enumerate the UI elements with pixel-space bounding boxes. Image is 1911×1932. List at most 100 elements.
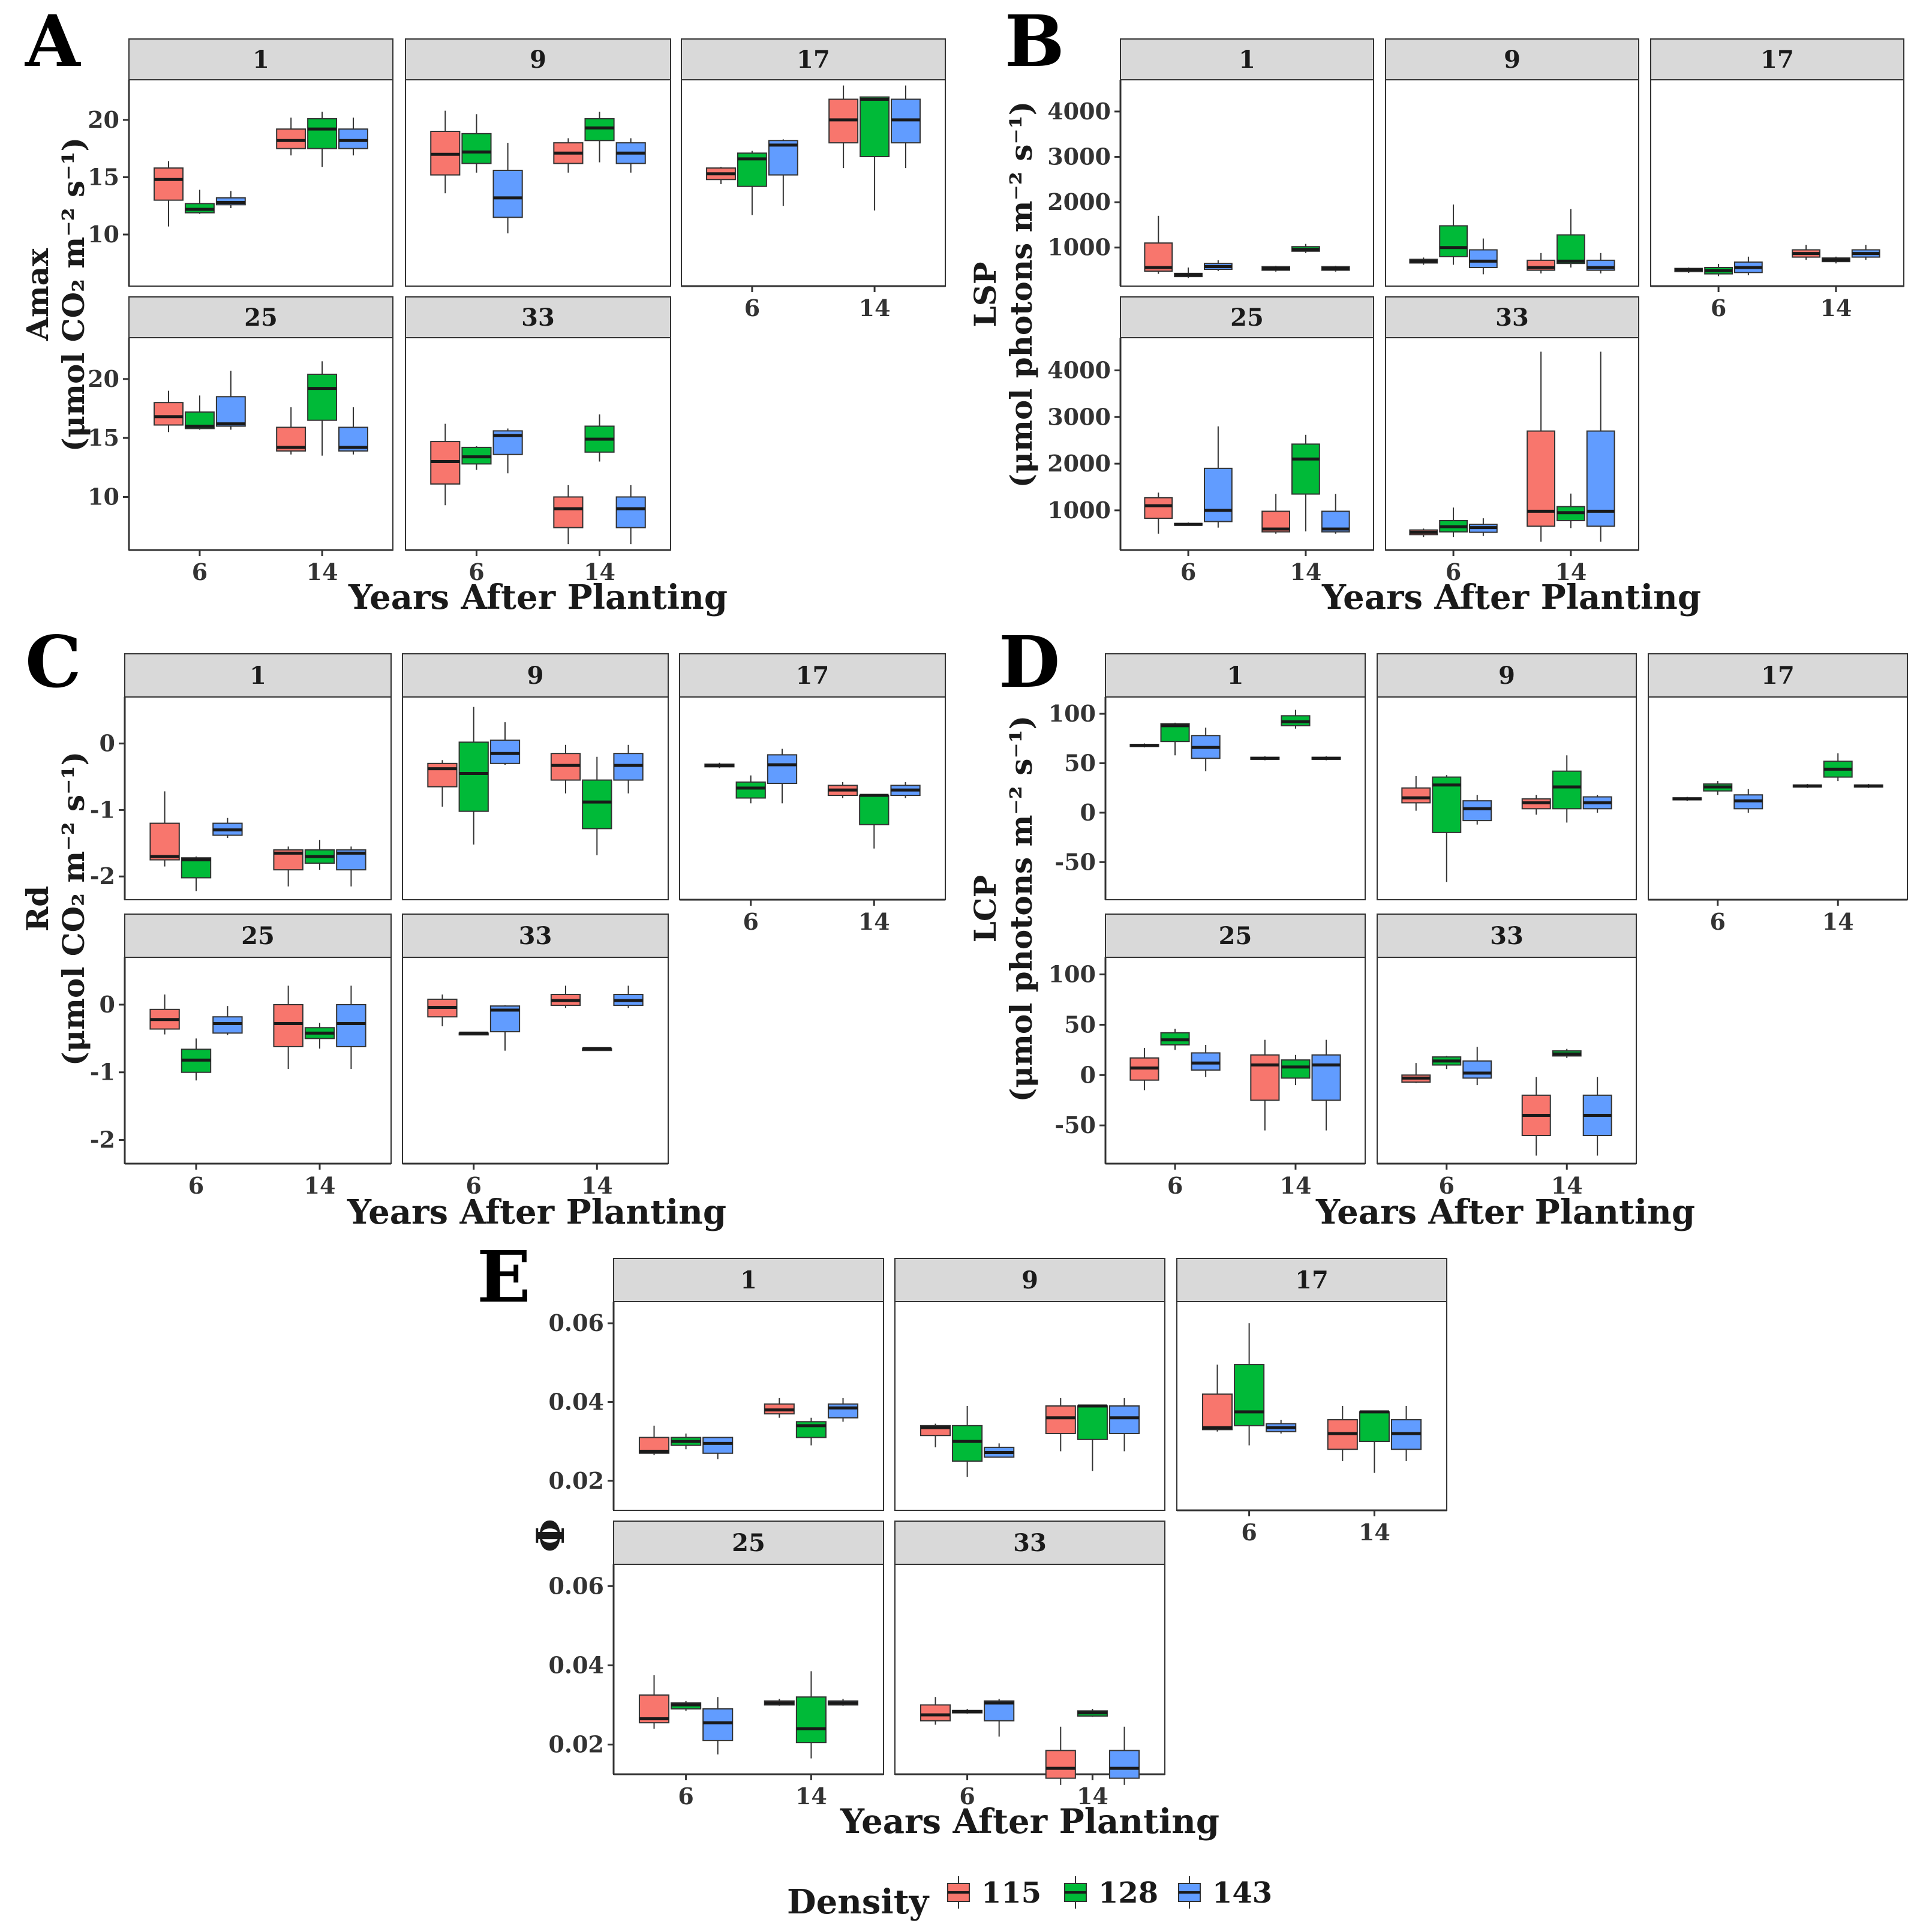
facet-33: 33 6 14 [894, 1521, 1165, 1810]
facet-label: 25 [244, 304, 278, 332]
x-tick-label: 14 [581, 1172, 613, 1199]
facet-25: 25 0.06 0.04 0.02 6 14 [548, 1521, 884, 1810]
facet-panel [405, 79, 671, 287]
facet-label: 25 [732, 1529, 765, 1557]
facet-25: 25 100 50 0 -50 6 14 [1048, 914, 1366, 1199]
y-tick-label: 10 [88, 483, 119, 510]
x-tick-label: 14 [304, 1172, 336, 1199]
y-axis-title: LSP (μmol photons m⁻² s⁻¹) [967, 101, 1039, 488]
facet-strip [1120, 38, 1374, 80]
x-tick-label: 6 [1241, 1519, 1257, 1546]
facet-strip [679, 653, 946, 698]
box-d143 [1468, 249, 1498, 269]
y-axis-title-line1: Φ [528, 1519, 573, 1552]
box-d143 [1462, 800, 1492, 822]
facet-label: 1 [740, 1266, 757, 1294]
panel-letter: C [25, 620, 82, 704]
facet-33: 33 6 14 [1377, 914, 1637, 1199]
x-tick-label: 14 [1290, 558, 1321, 585]
x-tick-label: 14 [584, 558, 615, 585]
box-d128 [1281, 1059, 1311, 1079]
box-d128 [795, 1696, 827, 1744]
facet-label: 33 [1013, 1529, 1047, 1557]
facet-label: 25 [1219, 922, 1252, 950]
facet-17: 17 6 14 [679, 653, 946, 935]
facet-label: 1 [1239, 46, 1255, 74]
box-d143 [492, 169, 523, 218]
facet-panel [402, 957, 669, 1164]
facet-1: 1 1000 2000 3000 4000 [1047, 38, 1374, 287]
facet-1: 1 100 50 0 -50 [1048, 653, 1366, 900]
facet-17: 17 6 14 [1648, 653, 1908, 935]
facet-25: 25 1000 2000 3000 4000 6 14 [1047, 296, 1374, 585]
x-tick-label: 14 [307, 558, 338, 585]
facet-label: 9 [1504, 46, 1521, 74]
panel-e: E 1 0.06 0.04 0.02 9 17 6 14 25 0.06 0.04 0.02 6 14 33 6… [477, 1235, 1447, 1841]
facet-strip [613, 1521, 884, 1565]
facet-panel [613, 1564, 884, 1775]
box-d115 [427, 762, 458, 788]
box-d128 [1557, 234, 1585, 265]
x-axis-title: Years After Planting [347, 1192, 726, 1232]
x-tick-label: 6 [1180, 558, 1196, 585]
y-tick-label: 15 [88, 163, 119, 190]
x-tick-label: 6 [465, 1172, 481, 1199]
y-tick-label: 100 [1048, 961, 1096, 988]
facet-label: 33 [1495, 304, 1529, 332]
box-d128 [1439, 225, 1468, 257]
x-tick-label: 14 [1555, 558, 1587, 585]
y-axis-title: Rd (μmol CO₂ m⁻² s⁻¹) [20, 752, 91, 1066]
x-tick-label: 6 [468, 558, 484, 585]
x-tick-label: 14 [1551, 1172, 1583, 1199]
x-tick-label: 6 [959, 1783, 975, 1810]
facet-label: 17 [1761, 662, 1795, 690]
facet-9: 9 [894, 1258, 1165, 1511]
facet-strip [128, 38, 393, 80]
facet-33: 33 6 14 [405, 296, 671, 585]
facet-panel [1105, 696, 1366, 900]
facet-strip [405, 38, 671, 80]
box-d128 [461, 133, 492, 164]
box-d115 [1401, 787, 1431, 804]
box-d115 [276, 128, 307, 149]
box-d128 [307, 118, 338, 149]
legend-label-143: 143 [1212, 1876, 1272, 1910]
panel-b: B 1 1000 2000 3000 4000 9 17 6 14 25 1000 2000 3000 40… [967, 0, 1904, 617]
facet-17: 17 6 14 [1176, 1258, 1447, 1546]
box-d143 [1191, 1052, 1221, 1071]
box-d143 [338, 128, 368, 149]
box-d115 [1144, 497, 1173, 519]
box-d143 [1108, 1405, 1140, 1434]
facet-label: 1 [250, 662, 266, 690]
x-tick-label: 14 [1077, 1783, 1108, 1810]
facet-label: 25 [241, 922, 275, 950]
box-d115 [553, 496, 584, 528]
y-tick-label: 50 [1064, 1011, 1096, 1038]
facet-strip [1377, 914, 1637, 958]
facet-panel [124, 957, 392, 1164]
box-d143 [702, 1437, 734, 1454]
y-tick-label: 0.06 [548, 1572, 604, 1599]
x-tick-label: 6 [1710, 908, 1726, 935]
x-tick-label: 6 [1167, 1172, 1183, 1199]
facet-label: 33 [521, 304, 555, 332]
box-d128 [1077, 1405, 1108, 1440]
y-axis-title-line1: LSP [967, 262, 1003, 327]
y-axis-title-line1: Rd [20, 886, 55, 932]
facet-panel [679, 696, 946, 900]
box-d128 [952, 1425, 983, 1462]
facet-label: 9 [1498, 662, 1515, 690]
y-tick-label: 100 [1048, 700, 1096, 727]
box-d143 [767, 754, 798, 785]
facet-1: 1 0 -1 -2 [90, 653, 392, 900]
facet-label: 17 [796, 662, 830, 690]
y-tick-label: 15 [88, 424, 119, 451]
x-tick-label: 6 [744, 295, 760, 322]
y-tick-label: 10 [88, 221, 119, 248]
facet-17: 17 6 14 [1650, 38, 1904, 322]
box-d128 [735, 781, 766, 799]
box-d143 [1203, 467, 1233, 522]
y-tick-label: 2000 [1047, 450, 1111, 477]
x-tick-label: 14 [795, 1783, 827, 1810]
